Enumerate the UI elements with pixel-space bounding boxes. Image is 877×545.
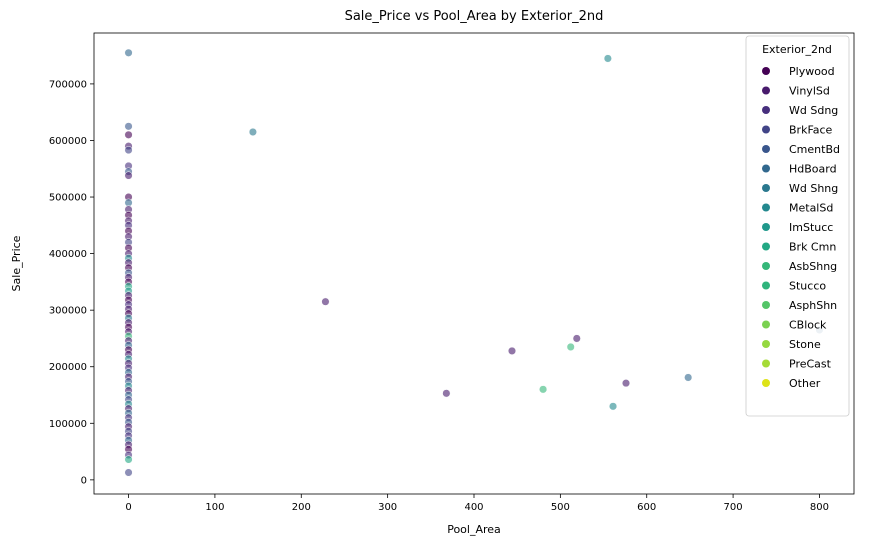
legend-marker — [762, 262, 770, 270]
legend-entry-label: PreCast — [789, 358, 832, 371]
data-point — [124, 130, 133, 139]
data-point — [124, 146, 133, 155]
data-point — [572, 334, 581, 343]
x-axis-label: Pool_Area — [447, 523, 501, 536]
data-point — [539, 385, 548, 394]
legend-marker — [762, 86, 770, 95]
data-point — [124, 122, 133, 131]
x-tick-label: 200 — [292, 502, 311, 513]
legend-entry-label: HdBoard — [789, 163, 837, 176]
legend-marker — [762, 281, 770, 290]
x-tick-label: 0 — [125, 502, 131, 513]
legend-marker — [762, 203, 770, 212]
legend-entry-label: Stone — [789, 338, 821, 351]
x-tick-label: 300 — [378, 502, 397, 513]
y-tick-label: 300000 — [49, 306, 87, 317]
x-tick-label: 600 — [637, 502, 656, 513]
data-point — [603, 54, 612, 63]
y-tick-label: 200000 — [49, 362, 87, 373]
y-tick-label: 500000 — [49, 193, 87, 204]
legend-entry-label: Brk Cmn — [789, 241, 836, 254]
y-axis-label: Sale_Price — [10, 235, 23, 291]
legend-entry-label: Plywood — [789, 65, 835, 78]
data-point — [507, 346, 517, 355]
data-point — [608, 402, 618, 411]
x-tick-label: 100 — [205, 502, 224, 513]
y-tick-label: 0 — [81, 475, 87, 486]
legend-marker — [762, 242, 770, 251]
legend-marker — [762, 67, 770, 75]
legend-entry-label: AsbShng — [789, 260, 837, 273]
legend-marker — [762, 379, 770, 387]
legend-entry-label: Other — [789, 377, 821, 390]
data-point — [124, 198, 133, 207]
y-axis: 0 100000 200000 300000 400000 500000 600000 700… — [49, 79, 94, 486]
legend-marker — [762, 301, 770, 309]
legend-entry-label: CBlock — [789, 319, 827, 332]
x-axis: 0 100 200 300 400 500 600 700 800 — [125, 494, 829, 513]
legend-entry-label: BrkFace — [789, 124, 833, 137]
legend-entry-label: Wd Sdng — [789, 104, 838, 117]
legend-marker — [762, 340, 770, 348]
legend-title: Exterior_2nd — [762, 43, 832, 56]
legend-marker — [762, 125, 770, 134]
x-tick-label: 500 — [551, 502, 570, 513]
legend-marker — [762, 320, 770, 329]
plot-area — [93, 32, 855, 495]
data-points — [124, 48, 824, 477]
data-point — [442, 389, 451, 398]
chart-title: Sale_Price vs Pool_Area by Exterior_2nd — [345, 9, 604, 24]
legend-entries: Plywood VinylSd Wd Sdng BrkFace CmentBd HdBoa… — [762, 65, 840, 390]
x-tick-label: 800 — [810, 502, 829, 513]
legend: Exterior_2nd Plywood VinylSd Wd Sdng BrkFac… — [745, 35, 850, 417]
legend-entry-label: AsphShn — [789, 299, 837, 312]
data-point — [566, 342, 575, 351]
data-point — [124, 171, 133, 180]
data-point — [321, 297, 330, 306]
data-point — [124, 468, 133, 477]
x-tick-label: 700 — [724, 502, 743, 513]
legend-entry-label: Stucco — [789, 280, 826, 293]
x-tick-label: 400 — [464, 502, 483, 513]
y-tick-label: 400000 — [49, 249, 87, 260]
legend-marker — [762, 184, 770, 192]
legend-entry-label: VinylSd — [789, 85, 830, 98]
data-point — [684, 373, 693, 382]
data-point — [621, 379, 631, 388]
legend-entry-label: Wd Shng — [789, 182, 838, 195]
data-point — [124, 455, 133, 464]
legend-marker — [762, 223, 770, 231]
legend-marker — [762, 106, 770, 114]
data-point — [124, 48, 133, 57]
y-tick-label: 600000 — [49, 136, 87, 147]
legend-entry-label: ImStucc — [789, 221, 833, 234]
legend-marker — [762, 145, 770, 153]
legend-entry-label: MetalSd — [789, 202, 833, 215]
legend-entry-label: CmentBd — [789, 143, 840, 156]
y-tick-label: 100000 — [49, 419, 87, 430]
y-tick-label: 700000 — [49, 79, 87, 90]
legend-marker — [762, 359, 770, 368]
legend-marker — [762, 164, 770, 173]
data-point — [248, 127, 257, 137]
legend-box — [745, 35, 850, 417]
